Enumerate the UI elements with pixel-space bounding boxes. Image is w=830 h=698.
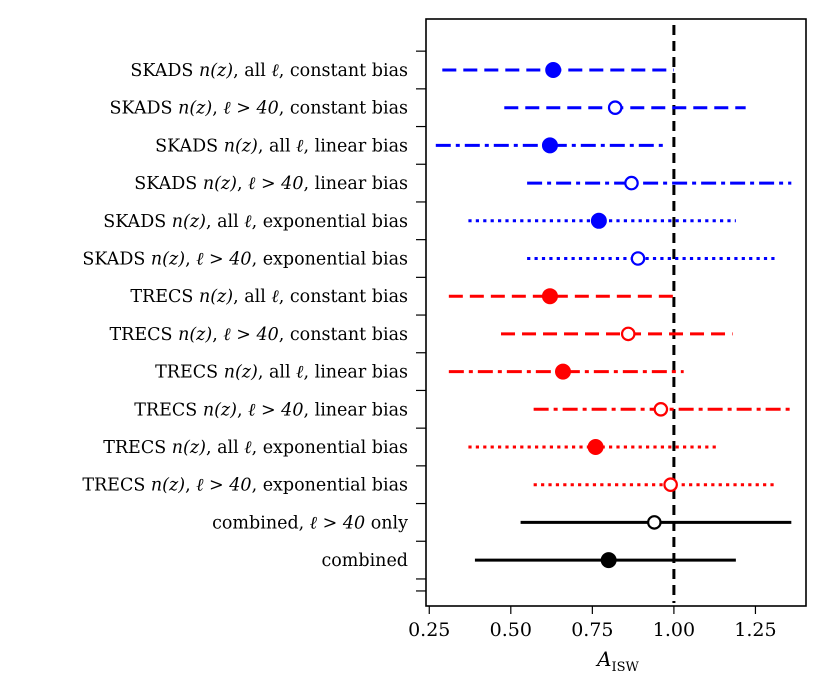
row-label: TRECS n(z), all ℓ, constant bias bbox=[130, 287, 408, 307]
row-label: TRECS n(z), ℓ > 40, exponential bias bbox=[82, 476, 408, 496]
y-axis: SKADS n(z), all ℓ, constant bias SKADS n(… bbox=[82, 50, 426, 592]
row-label: SKADS n(z), all ℓ, linear bias bbox=[155, 136, 408, 156]
point-marker bbox=[554, 363, 571, 380]
row-label: SKADS n(z), ℓ > 40, exponential bias bbox=[82, 250, 408, 270]
x-axis: 0.25 0.50 0.75 1.00 1.25 bbox=[408, 606, 777, 641]
point-marker bbox=[587, 439, 604, 455]
x-tick-label: 0.50 bbox=[490, 619, 532, 641]
plot-frame bbox=[425, 18, 807, 607]
point-marker bbox=[653, 401, 669, 417]
x-tick-label: 1.25 bbox=[734, 619, 776, 641]
point-marker bbox=[545, 62, 562, 78]
point-marker bbox=[630, 251, 646, 266]
x-tick-label: 0.25 bbox=[408, 619, 450, 641]
point-marker bbox=[541, 137, 558, 154]
x-tick-label: 1.00 bbox=[653, 619, 695, 641]
point-marker bbox=[620, 326, 636, 342]
row-label: SKADS n(z), ℓ > 40, linear bias bbox=[134, 174, 408, 194]
row-label: TRECS n(z), all ℓ, linear bias bbox=[155, 363, 408, 383]
row-label: SKADS n(z), all ℓ, exponential bias bbox=[103, 212, 408, 232]
point-marker bbox=[590, 212, 607, 229]
row-label: TRECS n(z), ℓ > 40, linear bias bbox=[134, 400, 408, 420]
row-label: SKADS n(z), ℓ > 40, constant bias bbox=[110, 99, 409, 119]
plot-area bbox=[435, 25, 795, 603]
point-marker bbox=[541, 288, 558, 305]
point-marker bbox=[663, 477, 678, 492]
x-tick-label: 0.75 bbox=[571, 619, 613, 641]
row-label: SKADS n(z), all ℓ, constant bias bbox=[130, 61, 408, 81]
row-label: TRECS n(z), all ℓ, exponential bias bbox=[103, 438, 408, 458]
point-marker bbox=[607, 100, 623, 115]
point-marker bbox=[624, 175, 639, 191]
point-marker bbox=[647, 515, 662, 530]
x-axis-label: AISW bbox=[595, 647, 639, 675]
point-marker bbox=[600, 552, 617, 569]
row-label: combined, ℓ > 40 only bbox=[212, 513, 408, 533]
row-label: TRECS n(z), ℓ > 40, constant bias bbox=[110, 325, 409, 345]
row-label: combined bbox=[321, 551, 408, 571]
